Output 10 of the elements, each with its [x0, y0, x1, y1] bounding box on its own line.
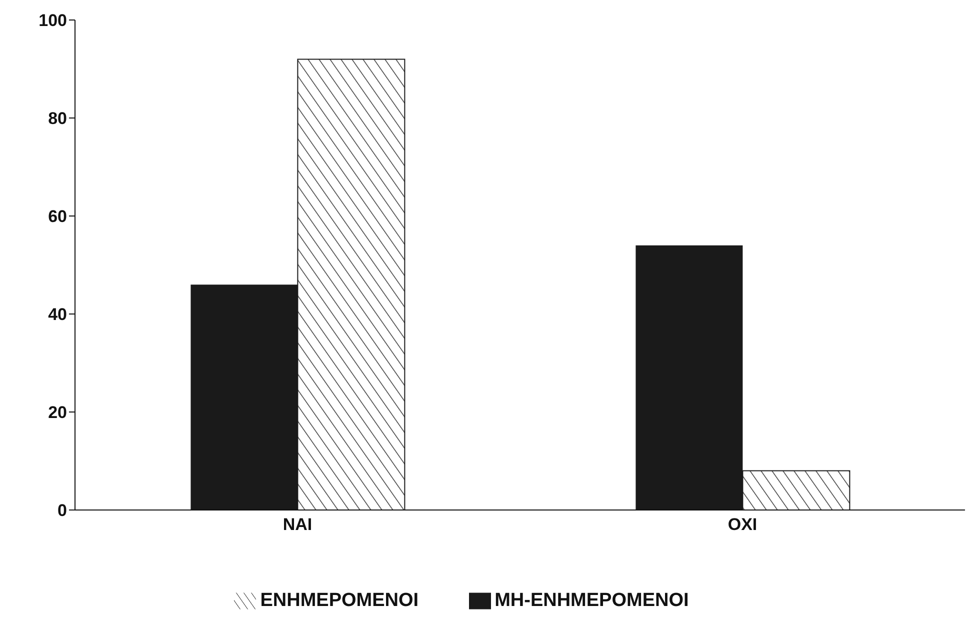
y-tick-label: 60	[48, 207, 67, 226]
y-tick-label: 0	[58, 501, 67, 520]
legend-label: ΕΝΗΜΕΡΟΜΕΝΟΙ	[260, 590, 419, 611]
x-tick-label: ΝΑΙ	[282, 515, 312, 534]
y-tick-label: 80	[48, 109, 67, 128]
y-tick-label: 100	[38, 11, 67, 30]
y-tick-label: 20	[48, 403, 67, 422]
legend-label: ΜΗ-ΕΝΗΜΕΡΟΜΕΝΟΙ	[494, 590, 689, 611]
x-tick-label: ΟΧΙ	[728, 515, 758, 534]
y-tick-label: 40	[48, 305, 67, 324]
